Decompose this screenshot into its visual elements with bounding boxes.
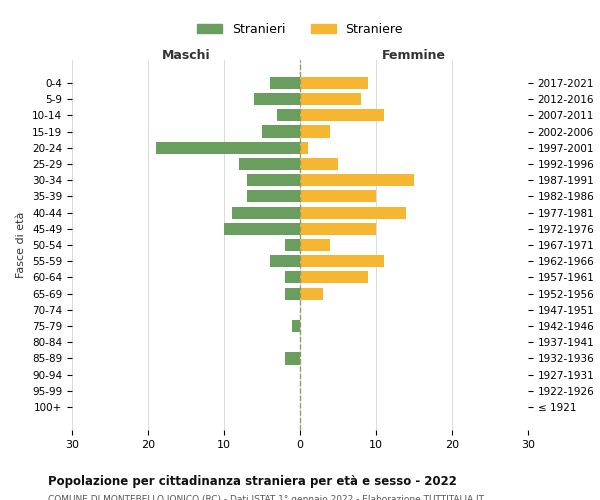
Bar [300,77,368,89]
Bar [269,255,300,268]
Bar [232,206,300,218]
Bar [300,206,406,218]
Bar [262,126,300,138]
Text: Maschi: Maschi [161,49,211,62]
Bar [247,190,300,202]
Bar [300,126,331,138]
Bar [285,352,300,364]
Bar [300,272,368,283]
Legend: Stranieri, Straniere: Stranieri, Straniere [192,18,408,41]
Bar [300,142,308,154]
Text: Femmine: Femmine [382,49,446,62]
Bar [239,158,300,170]
Bar [300,255,383,268]
Bar [224,222,300,235]
Bar [300,158,338,170]
Bar [285,288,300,300]
Bar [292,320,300,332]
Bar [247,174,300,186]
Bar [300,239,331,251]
Y-axis label: Fasce di età: Fasce di età [16,212,26,278]
Bar [269,77,300,89]
Text: Popolazione per cittadinanza straniera per età e sesso - 2022: Popolazione per cittadinanza straniera p… [48,475,457,488]
Bar [300,109,383,122]
Bar [155,142,300,154]
Bar [300,93,361,105]
Bar [277,109,300,122]
Bar [300,190,376,202]
Text: COMUNE DI MONTEBELLO JONICO (RC) - Dati ISTAT 1° gennaio 2022 - Elaborazione TUT: COMUNE DI MONTEBELLO JONICO (RC) - Dati … [48,495,484,500]
Bar [300,222,376,235]
Bar [285,272,300,283]
Bar [285,239,300,251]
Bar [254,93,300,105]
Bar [300,288,323,300]
Bar [300,174,414,186]
